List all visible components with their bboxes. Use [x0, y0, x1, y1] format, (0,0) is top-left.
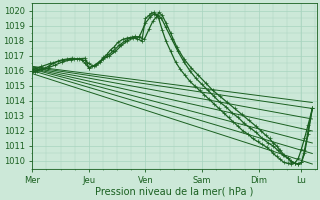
X-axis label: Pression niveau de la mer( hPa ): Pression niveau de la mer( hPa ) [95, 187, 253, 197]
